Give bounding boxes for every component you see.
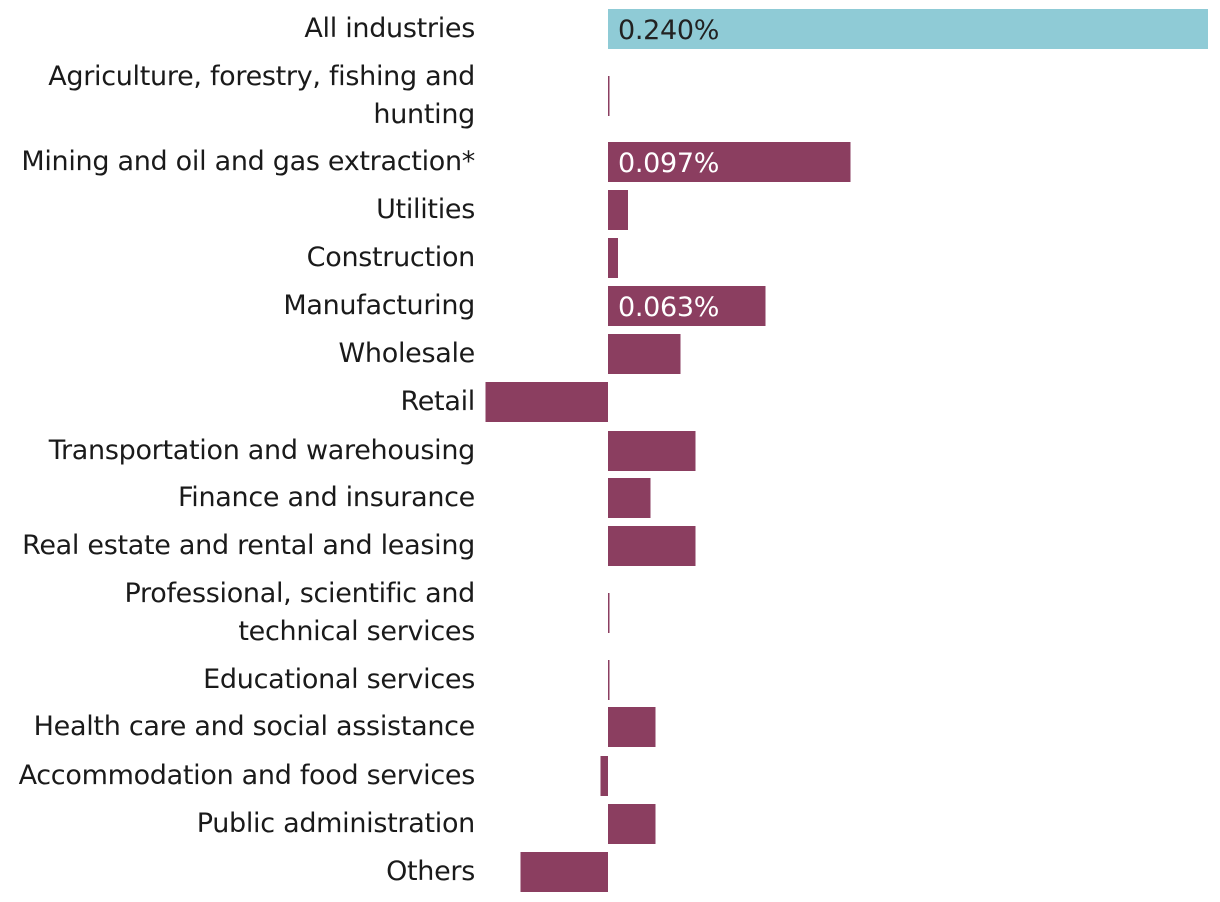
bar-0 <box>608 9 1208 49</box>
bar-4 <box>608 238 618 278</box>
bar-6 <box>608 334 681 374</box>
category-label-1: Agriculture, forestry, fishing and hunti… <box>48 61 475 130</box>
category-label-3: Utilities <box>376 194 475 225</box>
category-label-9: Finance and insurance <box>178 482 475 513</box>
category-label-15: Public administration <box>196 808 476 839</box>
category-label-4: Construction <box>306 242 476 273</box>
category-label-11: Professional, scientific and technical s… <box>124 578 476 647</box>
bar-7 <box>485 382 608 422</box>
bar-15 <box>608 804 656 844</box>
bar-5 <box>608 286 766 326</box>
bar-2 <box>608 142 851 182</box>
bar-14 <box>600 756 608 796</box>
category-label-5: Manufacturing <box>283 290 475 321</box>
category-label-7: Retail <box>400 386 476 417</box>
category-label-8: Transportation and warehousing <box>48 435 476 466</box>
category-label-2: Mining and oil and gas extraction* <box>21 146 475 177</box>
data-label-0: 0.240% <box>618 15 719 46</box>
bar-11 <box>608 593 610 633</box>
bar-10 <box>608 526 696 566</box>
category-label-12: Educational services <box>203 664 475 695</box>
category-label-14: Accommodation and food services <box>18 760 476 791</box>
bar-9 <box>608 478 651 518</box>
category-label-13: Health care and social assistance <box>33 711 476 742</box>
bar-1 <box>608 76 610 116</box>
bar-13 <box>608 707 656 747</box>
bar-8 <box>608 431 696 471</box>
bar-12 <box>608 660 610 700</box>
category-label-6: Wholesale <box>338 338 476 369</box>
bar-3 <box>608 190 628 230</box>
category-label-10: Real estate and rental and leasing <box>22 530 475 561</box>
data-label-5: 0.063% <box>618 292 719 323</box>
category-label-16: Others <box>386 856 475 887</box>
data-label-2: 0.097% <box>618 148 719 179</box>
bar-16 <box>520 852 608 892</box>
category-label-0: All industries <box>304 13 475 44</box>
